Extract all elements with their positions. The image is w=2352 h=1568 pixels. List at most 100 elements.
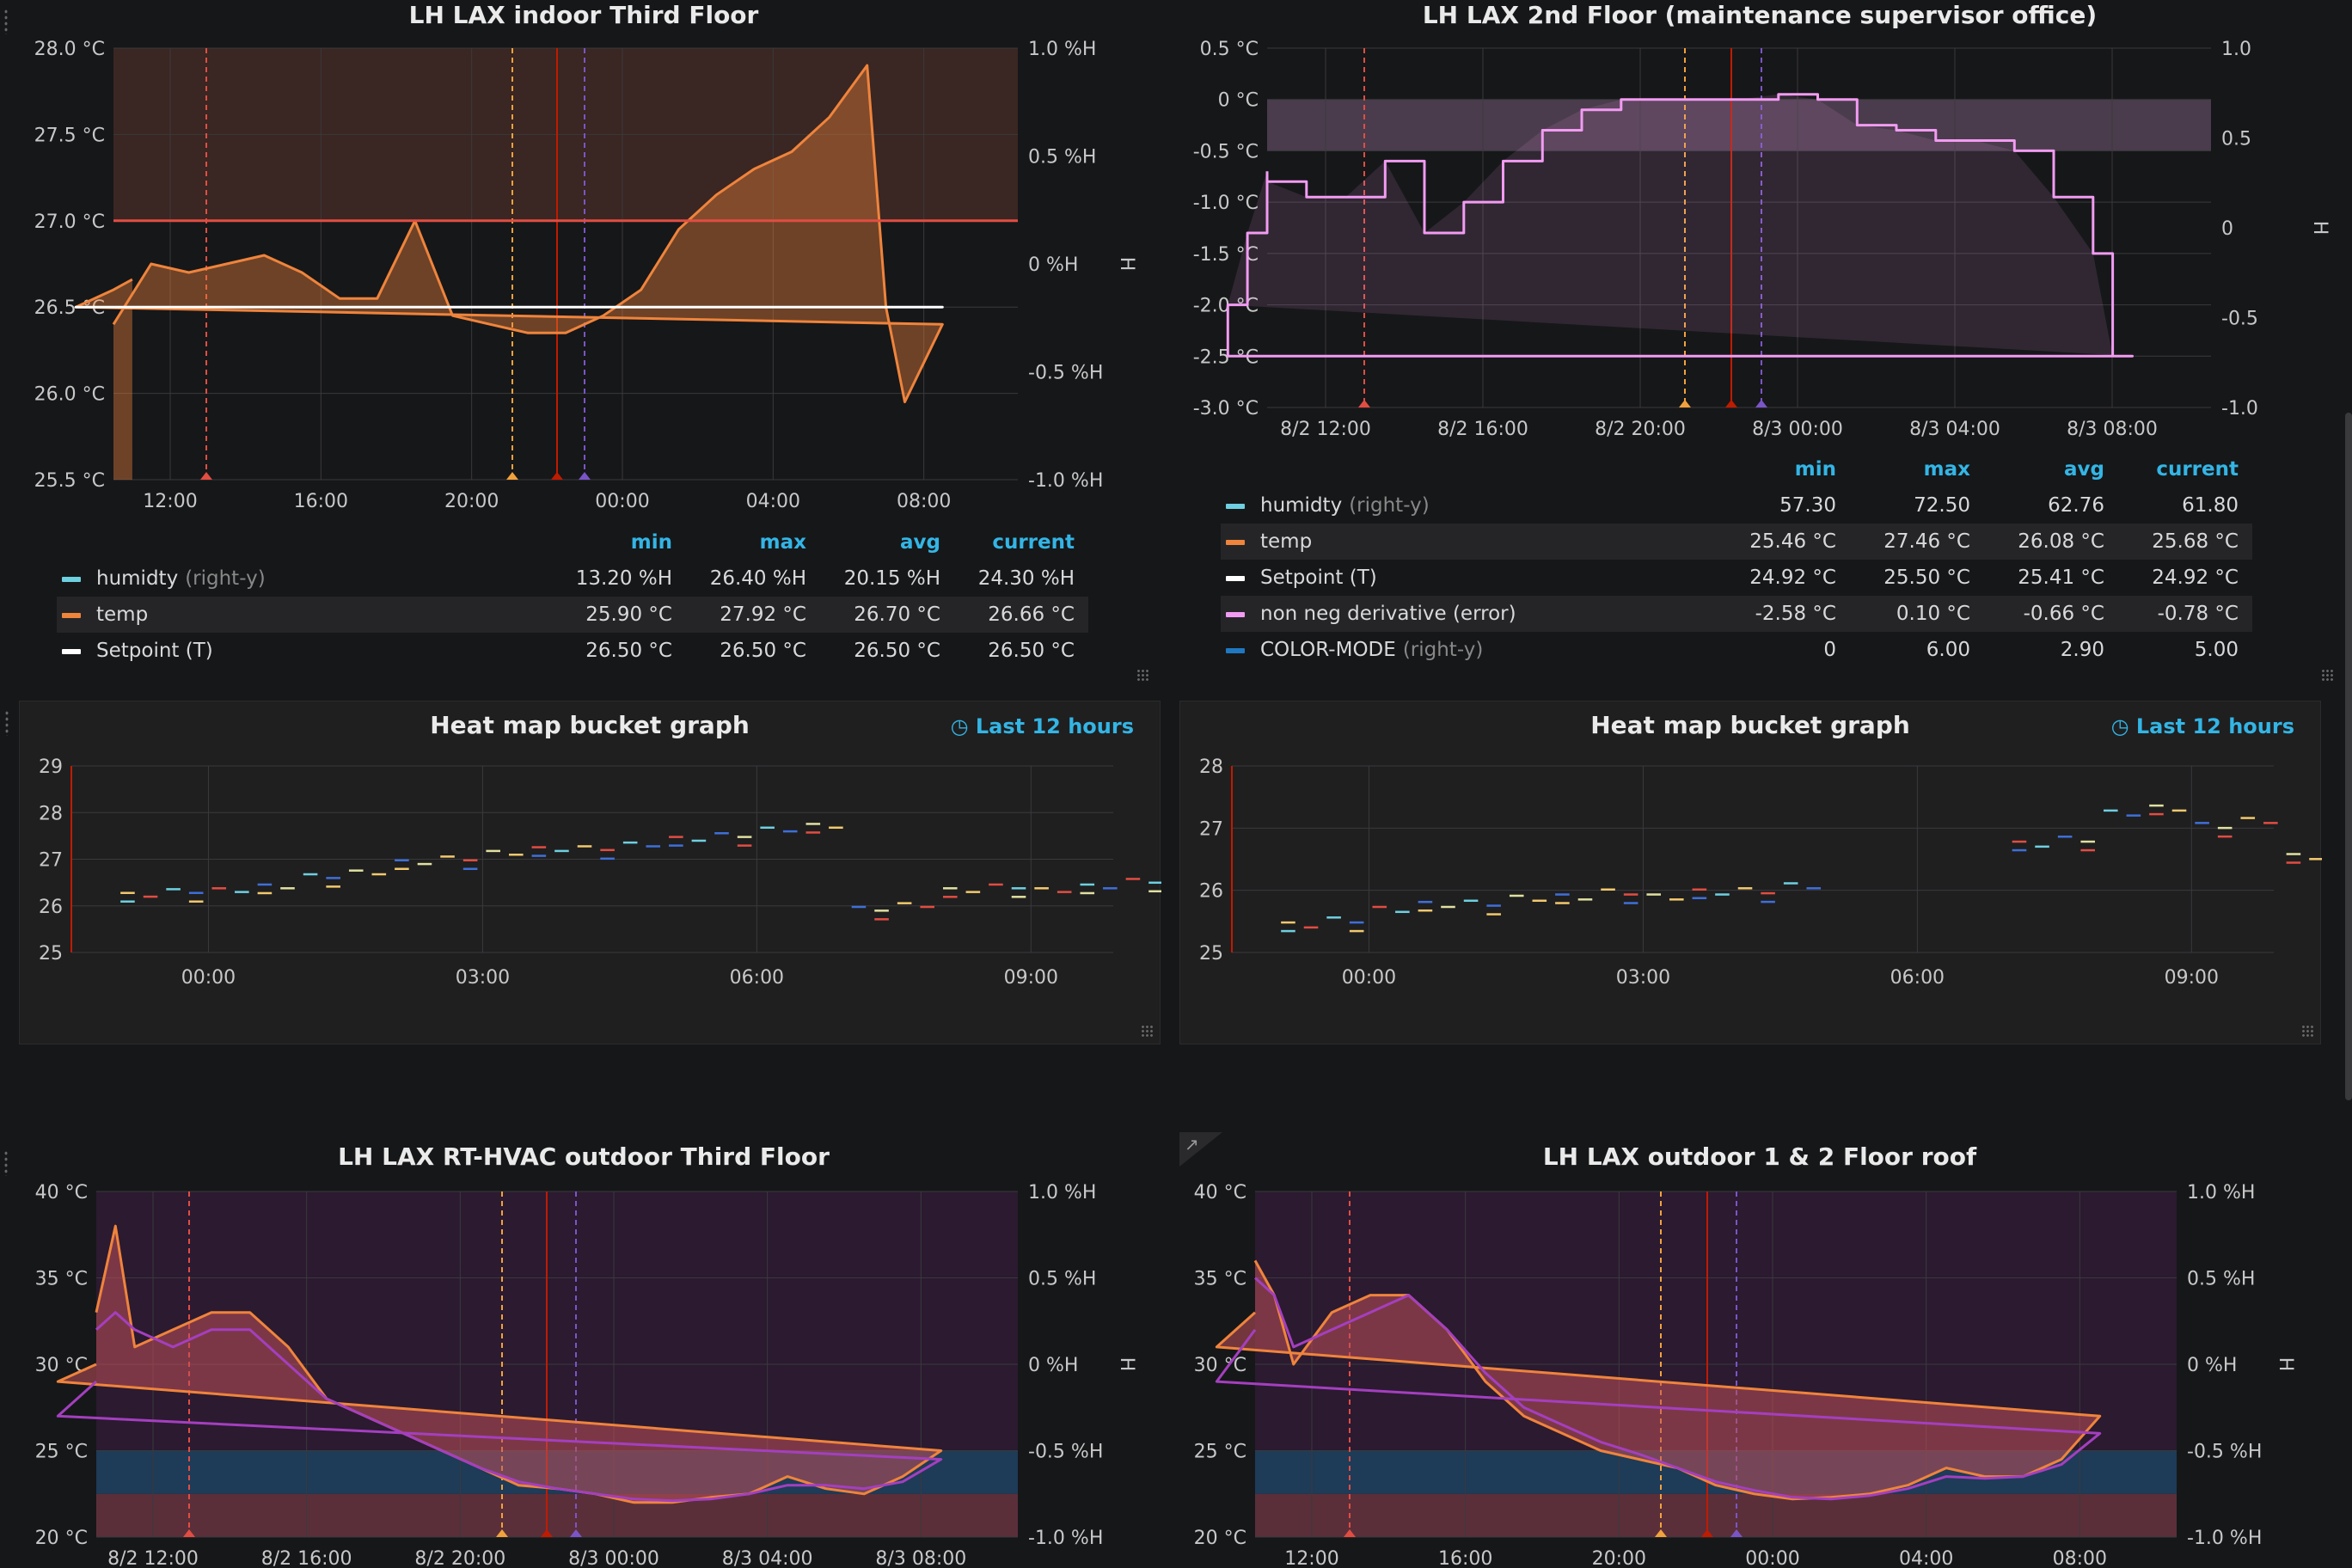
heatmap-bucket [1148, 882, 1161, 885]
drag-handle[interactable] [3, 9, 9, 34]
heatmap-bucket [2218, 827, 2233, 830]
legend-series-name[interactable]: humidty (right-y) [57, 560, 552, 597]
legend-series-name[interactable]: COLOR-MODE (right-y) [1221, 632, 1716, 668]
legend-row[interactable]: temp 25.90 °C 27.92 °C 26.70 °C 26.66 °C [57, 597, 1088, 633]
legend-col-avg[interactable]: avg [820, 524, 954, 560]
chart-indoor-third-floor: 28.0 °C27.5 °C27.0 °C26.5 °C26.0 °C25.5 … [12, 31, 1155, 547]
drag-handle[interactable] [3, 1150, 9, 1176]
heatmap-bucket [600, 858, 615, 861]
y-tick-label: 40 °C [35, 1182, 88, 1204]
legend-label[interactable]: Setpoint (T) [1260, 567, 1377, 589]
legend-value-current: 24.92 °C [2118, 560, 2252, 596]
heatmap-bucket [1624, 893, 1638, 896]
legend-series-name[interactable]: Setpoint (T) [57, 633, 552, 669]
heatmap-bucket [1418, 910, 1433, 912]
legend-value-avg: -0.66 °C [1984, 596, 2118, 632]
y-tick-label: 29 [39, 756, 63, 778]
legend-col-max[interactable]: max [686, 524, 820, 560]
heatmap-bucket [395, 860, 409, 862]
legend-row[interactable]: COLOR-MODE (right-y) 0 6.00 2.90 5.00 [1221, 632, 2252, 668]
legend-value-min: -2.58 °C [1716, 596, 1850, 632]
heatmap-bucket [1646, 893, 1661, 896]
x-tick-label: 12:00 [1284, 1548, 1338, 1568]
legend-row[interactable]: temp 25.46 °C 27.46 °C 26.08 °C 25.68 °C [1221, 524, 2252, 560]
y-tick-label: 26 [39, 897, 63, 918]
heatmap-bucket [1395, 911, 1410, 914]
legend-swatch[interactable] [62, 613, 81, 618]
panel-title[interactable]: LH LAX outdoor 1 & 2 Floor roof [1179, 1142, 2340, 1173]
heatmap-bucket [2058, 836, 2073, 838]
heatmap-bucket [1350, 922, 1364, 924]
heatmap-bucket [1441, 906, 1455, 909]
heatmap-bucket [1304, 927, 1319, 929]
legend-row[interactable]: humidty (right-y) 57.30 72.50 62.76 61.80 [1221, 487, 2252, 524]
legend-series-name[interactable]: temp [1221, 524, 1716, 560]
legend-swatch[interactable] [62, 649, 81, 654]
panel-title[interactable]: LH LAX 2nd Floor (maintenance supervisor… [1179, 0, 2340, 31]
drag-handle[interactable] [4, 710, 9, 736]
legend-series-name[interactable]: non neg derivative (error) [1221, 596, 1716, 632]
time-range-badge[interactable]: ◷ Last 12 hours [951, 714, 1134, 739]
legend-label[interactable]: humidty [96, 567, 178, 590]
legend-col-current[interactable]: current [2118, 451, 2252, 487]
legend-row[interactable]: humidty (right-y) 13.20 %H 26.40 %H 20.15 %H… [57, 560, 1088, 597]
panel-title[interactable]: LH LAX RT-HVAC outdoor Third Floor [12, 1142, 1155, 1173]
heatmap-bucket [943, 887, 958, 890]
heatmap-bucket [258, 892, 273, 895]
heatmap-bucket [966, 891, 981, 893]
legend-col-max[interactable]: max [1850, 451, 1984, 487]
x-tick-label: 8/3 04:00 [722, 1548, 813, 1568]
resize-handle[interactable] [2321, 669, 2335, 683]
legend-series-name[interactable]: temp [57, 597, 552, 633]
legend-swatch[interactable] [1226, 648, 1245, 653]
legend-series-name[interactable]: humidty (right-y) [1221, 487, 1716, 524]
time-range-badge[interactable]: ◷ Last 12 hours [2111, 714, 2294, 739]
legend-col-current[interactable]: current [954, 524, 1088, 560]
legend-label[interactable]: Setpoint (T) [96, 640, 213, 662]
resize-handle[interactable] [1136, 669, 1150, 683]
legend-row[interactable]: Setpoint (T) 24.92 °C 25.50 °C 25.41 °C 24.9… [1221, 560, 2252, 596]
legend-swatch[interactable] [62, 577, 81, 582]
legend-label[interactable]: COLOR-MODE [1260, 639, 1396, 661]
resize-handle[interactable] [2301, 1025, 2315, 1038]
legend-swatch[interactable] [1226, 540, 1245, 545]
y-tick-label: 25 [39, 943, 63, 965]
heatmap-bucket [532, 854, 547, 857]
legend-value-min: 25.46 °C [1716, 524, 1850, 560]
legend-axis-suffix: (right-y) [1349, 494, 1430, 517]
x-tick-label: 03:00 [1616, 967, 1670, 989]
panel-title[interactable]: LH LAX indoor Third Floor [12, 0, 1155, 31]
legend-label[interactable]: non neg derivative (error) [1260, 603, 1516, 625]
legend-label[interactable]: temp [96, 603, 148, 626]
heatmap-bucket [669, 836, 683, 838]
legend-row[interactable]: Setpoint (T) 26.50 °C 26.50 °C 26.50 °C 26.5… [57, 633, 1088, 669]
heatmap-bucket [463, 868, 478, 871]
legend-label[interactable]: temp [1260, 530, 1312, 553]
legend-label[interactable]: humidty [1260, 494, 1342, 517]
heatmap-bucket [532, 846, 547, 848]
legend-series-name[interactable]: Setpoint (T) [1221, 560, 1716, 596]
legend-col-min[interactable]: min [1716, 451, 1850, 487]
y2-tick-label: 0.5 %H [1028, 1269, 1096, 1290]
legend-col-min[interactable]: min [552, 524, 686, 560]
y2-tick-label: -0.5 %H [2187, 1442, 2262, 1463]
legend-swatch[interactable] [1226, 576, 1245, 581]
panel-heatmap-right: Heat map bucket graph ◷ Last 12 hours 28… [1179, 701, 2321, 1044]
legend-value-min: 57.30 [1716, 487, 1850, 524]
legend-swatch[interactable] [1226, 504, 1245, 509]
x-tick-label: 00:00 [1342, 967, 1396, 989]
y2-tick-label: -1.0 [2221, 398, 2258, 420]
legend-swatch[interactable] [1226, 612, 1245, 617]
y-tick-label: 27.5 °C [34, 125, 105, 146]
x-tick-label: 8/3 00:00 [1752, 419, 1843, 440]
legend-value-avg: 20.15 %H [820, 560, 954, 597]
y2-tick-label: 0 %H [1028, 1355, 1078, 1376]
legend-value-avg: 25.41 °C [1984, 560, 2118, 596]
page-scrollbar[interactable] [2345, 413, 2352, 1100]
legend-value-avg: 62.76 [1984, 487, 2118, 524]
heatmap-bucket [144, 896, 158, 898]
legend-table: min max avg current humidty (right-y) 13.20 %H… [57, 524, 1088, 669]
resize-handle[interactable] [1141, 1025, 1155, 1038]
legend-row[interactable]: non neg derivative (error) -2.58 °C 0.10 °… [1221, 596, 2252, 632]
legend-col-avg[interactable]: avg [1984, 451, 2118, 487]
